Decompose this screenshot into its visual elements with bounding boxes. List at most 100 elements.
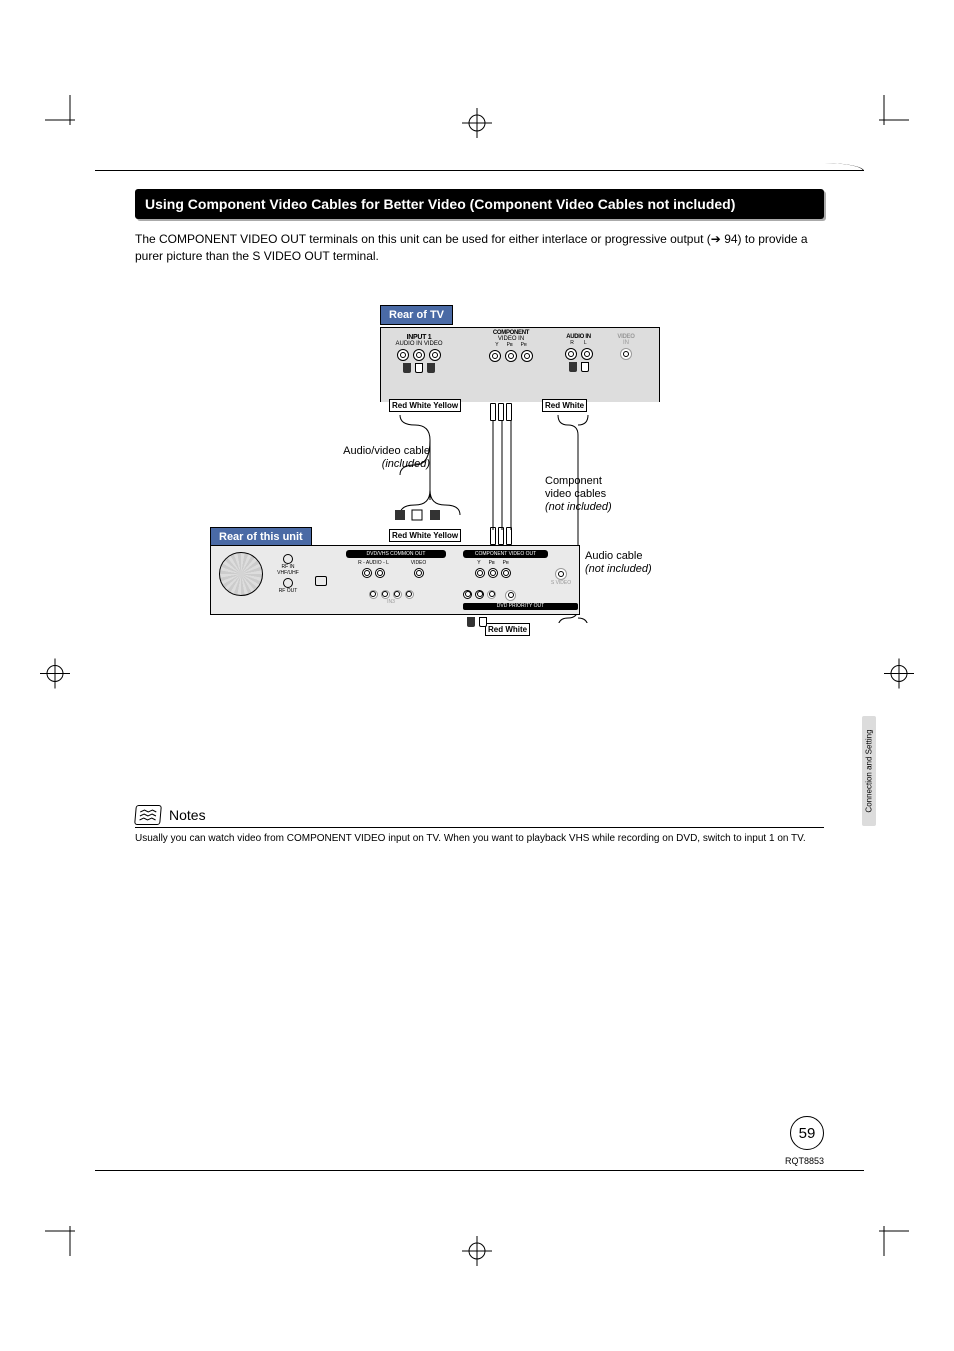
optical-group [311,576,331,586]
plug-icon [479,617,487,627]
registration-mark-top [462,108,492,143]
jack-icon [397,349,409,361]
red-white-yellow-label: Red White Yellow [389,529,461,542]
intro-text: The COMPONENT VIDEO OUT terminals on thi… [135,231,824,265]
plug-icon [467,617,475,627]
av-cable-line1: Audio/video cable [300,445,430,458]
dvd-priority-label: DVD PRIORITY OUT [463,603,578,610]
component-cable-label: Component video cables (not included) [545,475,645,515]
pb: Pʙ [489,560,495,566]
rear-of-unit-label: Rear of this unit [210,527,312,547]
dvd-priority-row: DVD PRIORITY OUT [463,588,578,610]
comp-cable-line3: (not included) [545,501,645,514]
jack-icon [463,590,472,599]
registration-mark-right [884,658,914,693]
optical-jack-icon [315,576,327,586]
document-code: RQT8853 [785,1156,824,1166]
common-out-label: DVD/VHS COMMON OUT [346,550,446,558]
svideo-group: S VIDEO [546,568,576,586]
av-cable-label: Audio/video cable (included) [300,445,430,471]
component-out-label: COMPONENT VIDEO OUT [463,550,548,558]
jack-icon [405,590,414,599]
in3-label: IN3 [346,599,436,605]
jack-icon [381,590,390,599]
jack-icon [581,348,593,360]
plug-icon [403,363,411,373]
audio-cable-line1: Audio cable [585,550,705,563]
component-cable-lines [490,420,520,530]
jack-icon [475,568,485,578]
notes-header: Notes [135,805,824,828]
video-label: VIDEO [406,560,431,566]
notes-heading: Notes [169,807,206,823]
tv-video-sub: IN [611,340,641,346]
crop-mark-bl [45,1216,85,1256]
lbl-y: Y [495,342,498,348]
connection-diagram: Rear of TV INPUT 1 AUDIO IN VIDEO [135,305,824,745]
notes-icon [134,805,162,825]
registration-mark-left [40,658,70,693]
rear-of-tv-label: Rear of TV [380,305,453,325]
fan-vent-icon [219,552,263,596]
rf-out-label: RF OUT [273,588,303,594]
lbl-pr: Pʀ [521,342,527,348]
jack-icon [362,568,372,578]
vhf-uhf-label: VHF/UHF [273,570,303,576]
registration-mark-bottom [462,1236,492,1271]
comp-cable-line2: video cables [545,488,645,501]
page-frame: Using Component Video Cables for Better … [95,170,864,1171]
content-area: Using Component Video Cables for Better … [95,171,864,845]
jack-icon [488,568,498,578]
audio-cable-label: Audio cable (not included) [585,550,705,576]
jack-icon [521,350,533,362]
audio-cable-line2: (not included) [585,563,705,576]
rf-jack-icon [283,578,293,588]
r-audio-l-label: R - AUDIO - L [346,560,401,566]
notes-section: Notes Usually you can watch video from C… [135,805,824,845]
svideo-jack-icon [505,590,516,601]
lbl-pb: Pʙ [507,342,513,348]
tv-input1-sub: AUDIO IN VIDEO [389,341,449,347]
jack-icon [620,348,632,360]
lbl-l: L [584,340,587,346]
jack-icon [375,568,385,578]
jack-icon [565,348,577,360]
jack-icon [369,590,378,599]
jack-icon [413,349,425,361]
rf-jack-icon [283,554,293,564]
tv-input1-group: INPUT 1 AUDIO IN VIDEO [389,334,449,373]
pr: Pʀ [503,560,509,566]
plug-icon [569,362,577,372]
jack-icon [393,590,402,599]
component-out-jacks: Y Pʙ Pʀ [463,560,523,578]
tv-component-group: COMPONENT VIDEO IN Y Pʙ Pʀ [481,330,541,362]
jack-icon [487,590,496,599]
red-white-label: Red White [485,623,530,636]
section-header: Using Component Video Cables for Better … [135,189,824,219]
plug-icon [427,363,435,373]
jack-icon [414,568,424,578]
svideo-label: S VIDEO [546,580,576,586]
tv-input1-title: INPUT 1 [389,334,449,341]
jack-icon [505,350,517,362]
tv-video-group: VIDEO IN [611,334,641,360]
rf-group: RF IN VHF/UHF RF OUT [273,554,303,594]
crop-mark-tl [45,95,85,135]
red-white-label: Red White [542,399,587,412]
jack-icon [475,590,484,599]
notes-body: Usually you can watch video from COMPONE… [135,832,824,845]
av-cable-line2: (included) [300,458,430,471]
tv-audioin-group: AUDIO IN R L [556,334,601,372]
unit-rear-panel: RF IN VHF/UHF RF OUT DVD/VHS COMMON OUT … [210,545,580,615]
common-out-audio: R - AUDIO - L [346,560,401,578]
jack-icon [429,349,441,361]
crop-mark-tr [869,95,909,135]
arrow-icon: ➔ [711,232,721,246]
common-out-video: VIDEO [406,560,431,578]
component-plugs-top [490,403,512,421]
jack-icon [489,350,501,362]
tv-rear-panel: INPUT 1 AUDIO IN VIDEO COMPO [380,327,660,402]
page-number: 59 [790,1116,824,1150]
y: Y [477,560,480,566]
jack-icon [501,568,511,578]
